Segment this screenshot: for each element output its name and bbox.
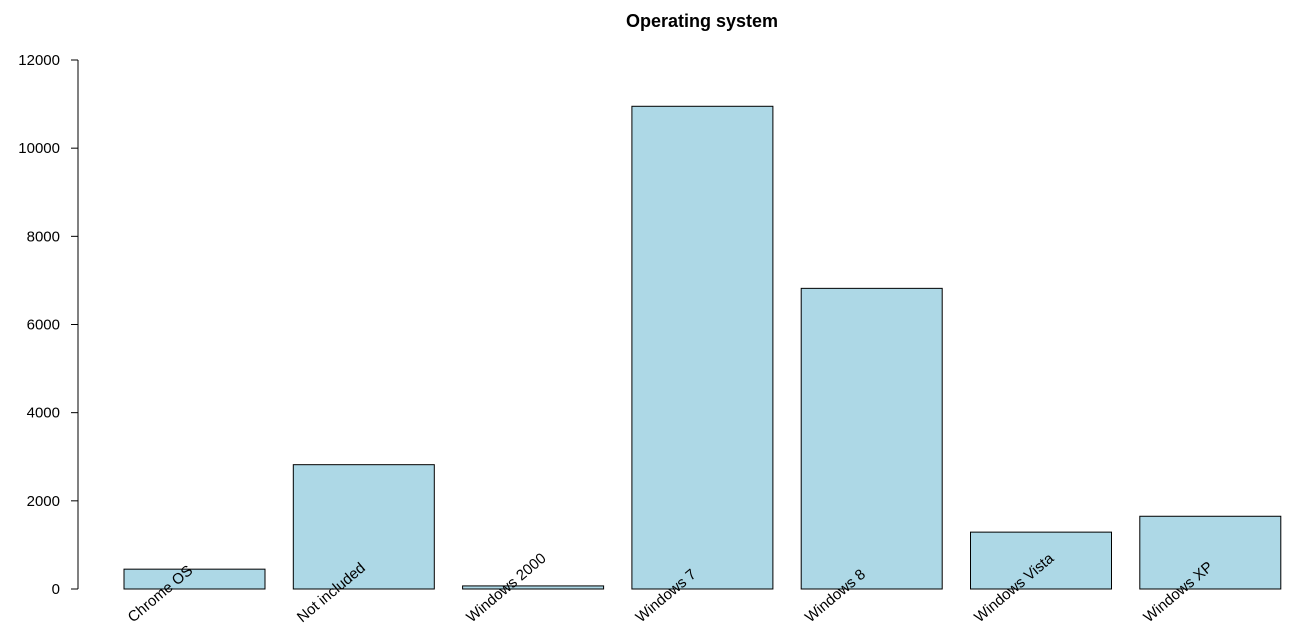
y-tick-label: 2000 <box>27 493 60 510</box>
y-tick-label: 8000 <box>27 228 60 245</box>
y-tick-label: 4000 <box>27 405 60 422</box>
y-tick-label: 10000 <box>18 140 60 157</box>
bar <box>800 287 943 590</box>
bar <box>631 105 774 590</box>
bars <box>123 105 1282 590</box>
chart-title: Operating system <box>626 11 778 31</box>
y-tick-label: 12000 <box>18 52 60 69</box>
y-axis-ticks: 0 2000 4000 6000 8000 10000 12000 <box>18 52 78 598</box>
bar <box>123 568 266 590</box>
y-tick-label: 0 <box>52 581 60 598</box>
bar <box>1139 515 1282 590</box>
bar <box>970 531 1112 590</box>
bar <box>292 464 435 590</box>
y-tick-label: 6000 <box>27 317 60 334</box>
bar <box>462 585 605 590</box>
